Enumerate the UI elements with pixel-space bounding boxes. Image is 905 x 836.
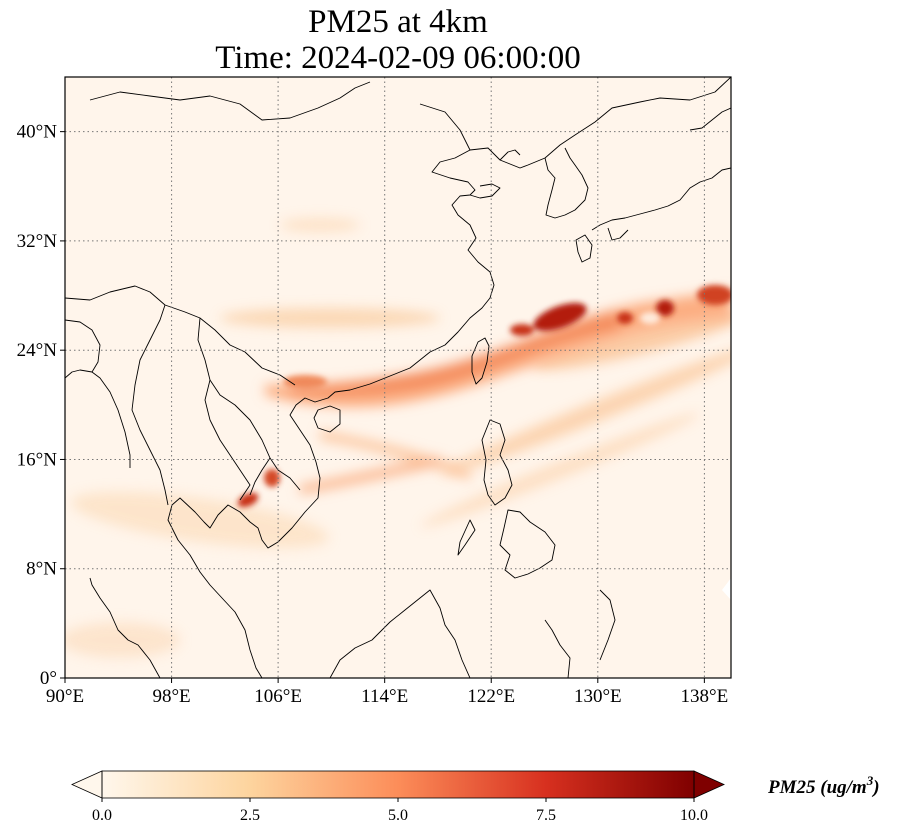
colorbar-tick-label: 0.0	[92, 807, 112, 824]
colorbar-extend-low	[71, 770, 103, 799]
colorbar-gradient	[102, 771, 694, 798]
y-tick-label: 24°N	[17, 340, 58, 361]
y-tick-label: 40°N	[17, 122, 58, 143]
colorbar-tick-label: 7.5	[536, 807, 556, 824]
map-title: PM25 at 4km	[308, 4, 488, 40]
x-tick-label: 130°E	[574, 686, 622, 707]
colorbar-title: PM25 (ug/m3)	[767, 773, 880, 798]
y-tick-label: 32°N	[17, 231, 58, 252]
y-axis-ticks: 0° 8°N 16°N 24°N 32°N 40°N	[17, 122, 65, 689]
x-tick-label: 122°E	[467, 686, 515, 707]
pm25-concentration-field	[65, 218, 731, 658]
x-tick-label: 114°E	[361, 686, 408, 707]
x-tick-label: 98°E	[152, 686, 190, 707]
colorbar-tick-label: 2.5	[240, 807, 260, 824]
colorbar-tick-label: 5.0	[388, 807, 408, 824]
map-panel	[65, 77, 731, 678]
y-tick-label: 16°N	[17, 449, 58, 470]
y-tick-label: 0°	[40, 668, 57, 689]
map-subtitle-time: Time: 2024-02-09 06:00:00	[215, 40, 581, 76]
colorbar-tick-label: 10.0	[680, 807, 708, 824]
x-tick-label: 90°E	[46, 686, 84, 707]
x-axis-ticks: 90°E 98°E 106°E 114°E 122°E 130°E 138°E	[46, 678, 728, 707]
map-gridlines	[65, 77, 731, 678]
colorbar-ticks: 0.0 2.5 5.0 7.5 10.0	[92, 798, 708, 824]
y-tick-label: 8°N	[26, 559, 57, 580]
map-frame	[64, 76, 732, 679]
colorbar: 0.0 2.5 5.0 7.5 10.0 PM25 (ug/m3)	[71, 770, 880, 824]
coastlines-and-borders	[65, 77, 731, 678]
x-tick-label: 138°E	[681, 686, 729, 707]
colorbar-extend-high	[693, 770, 725, 799]
x-tick-label: 106°E	[254, 686, 302, 707]
